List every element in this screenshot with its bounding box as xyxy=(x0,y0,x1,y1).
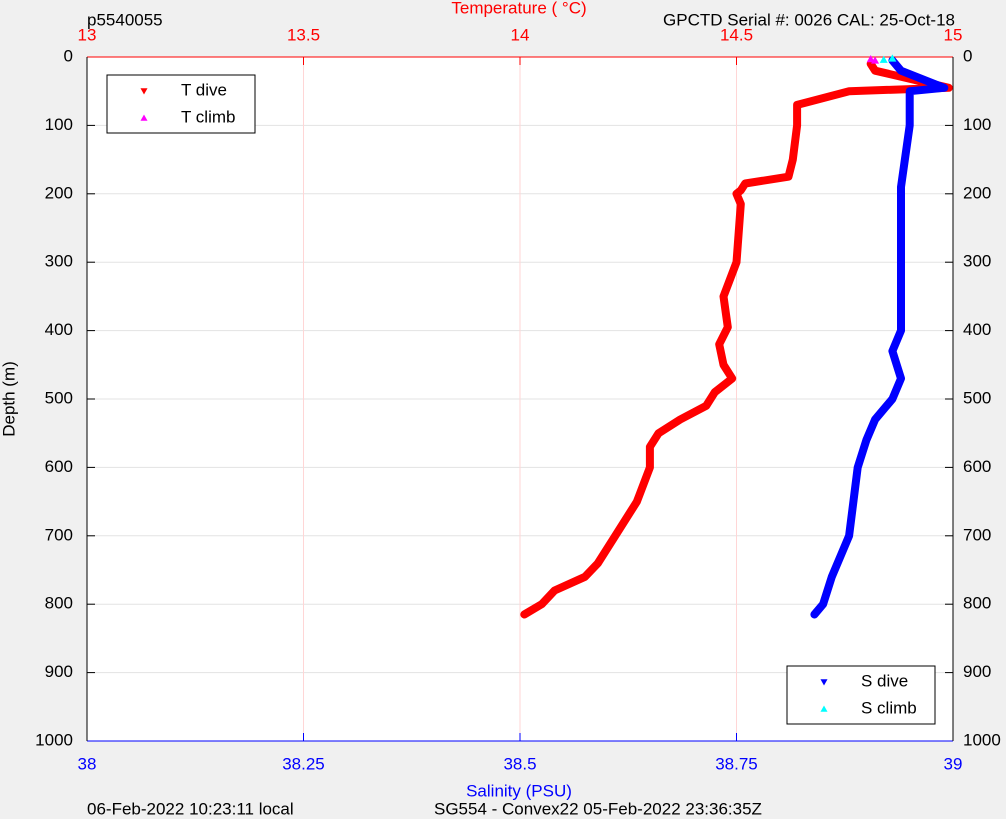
x2-tick-label: 14.5 xyxy=(720,25,753,44)
y2-tick-label: 100 xyxy=(963,115,991,134)
y-tick-label: 400 xyxy=(45,320,73,339)
y2-tick-label: 300 xyxy=(963,252,991,271)
y-tick-label: 1000 xyxy=(35,730,73,749)
x2-tick-label: 14 xyxy=(511,25,530,44)
x-tick-label: 38 xyxy=(78,754,97,773)
y2-tick-label: 400 xyxy=(963,320,991,339)
y-tick-label: 500 xyxy=(45,388,73,407)
y-tick-label: 800 xyxy=(45,594,73,613)
chart-title: p5540055 xyxy=(87,10,163,29)
x2-tick-label: 15 xyxy=(944,25,963,44)
legend-box xyxy=(106,74,256,134)
legend-box xyxy=(786,665,936,725)
marker xyxy=(888,54,897,62)
y-tick-label: 900 xyxy=(45,662,73,681)
x-tick-label: 38.5 xyxy=(503,754,536,773)
legend-marker xyxy=(140,88,148,95)
y-tick-label: 200 xyxy=(45,183,73,202)
y-axis-label: Depth (m) xyxy=(0,361,18,437)
profile-line xyxy=(810,56,949,619)
profile-line xyxy=(520,59,953,619)
y2-tick-label: 200 xyxy=(963,183,991,202)
legend-label: S dive xyxy=(861,671,908,690)
legend-marker xyxy=(140,114,148,121)
y-tick-label: 100 xyxy=(45,115,73,134)
marker xyxy=(866,55,875,63)
y2-tick-label: 600 xyxy=(963,457,991,476)
footer-center: SG554 - Convex22 05-Feb-2022 23:36:35Z xyxy=(434,799,762,818)
x-tick-label: 38.25 xyxy=(282,754,325,773)
marker xyxy=(879,55,888,63)
marker xyxy=(871,56,880,64)
y-tick-label: 300 xyxy=(45,252,73,271)
legend-marker xyxy=(820,705,828,712)
y2-tick-label: 500 xyxy=(963,388,991,407)
legend-marker xyxy=(820,679,828,686)
y2-tick-label: 0 xyxy=(963,46,972,65)
footer-left: 06-Feb-2022 10:23:11 local xyxy=(87,799,294,818)
x2-axis-label: Temperature ( °C) xyxy=(451,0,586,17)
x-tick-label: 39 xyxy=(944,754,963,773)
y-tick-label: 600 xyxy=(45,457,73,476)
legend-label: T dive xyxy=(181,80,227,99)
y2-tick-label: 800 xyxy=(963,594,991,613)
legend-label: S climb xyxy=(861,698,917,717)
x-axis-label: Salinity (PSU) xyxy=(466,781,572,800)
x-tick-label: 38.75 xyxy=(715,754,758,773)
y2-tick-label: 700 xyxy=(963,525,991,544)
y2-tick-label: 1000 xyxy=(963,730,1001,749)
x2-tick-label: 13 xyxy=(78,25,97,44)
y2-tick-label: 900 xyxy=(963,662,991,681)
y-tick-label: 0 xyxy=(64,46,73,65)
y-tick-label: 700 xyxy=(45,525,73,544)
x2-tick-label: 13.5 xyxy=(287,25,320,44)
legend-label: T climb xyxy=(181,107,235,126)
chart-subtitle: GPCTD Serial #: 0026 CAL: 25-Oct-18 xyxy=(663,10,955,29)
